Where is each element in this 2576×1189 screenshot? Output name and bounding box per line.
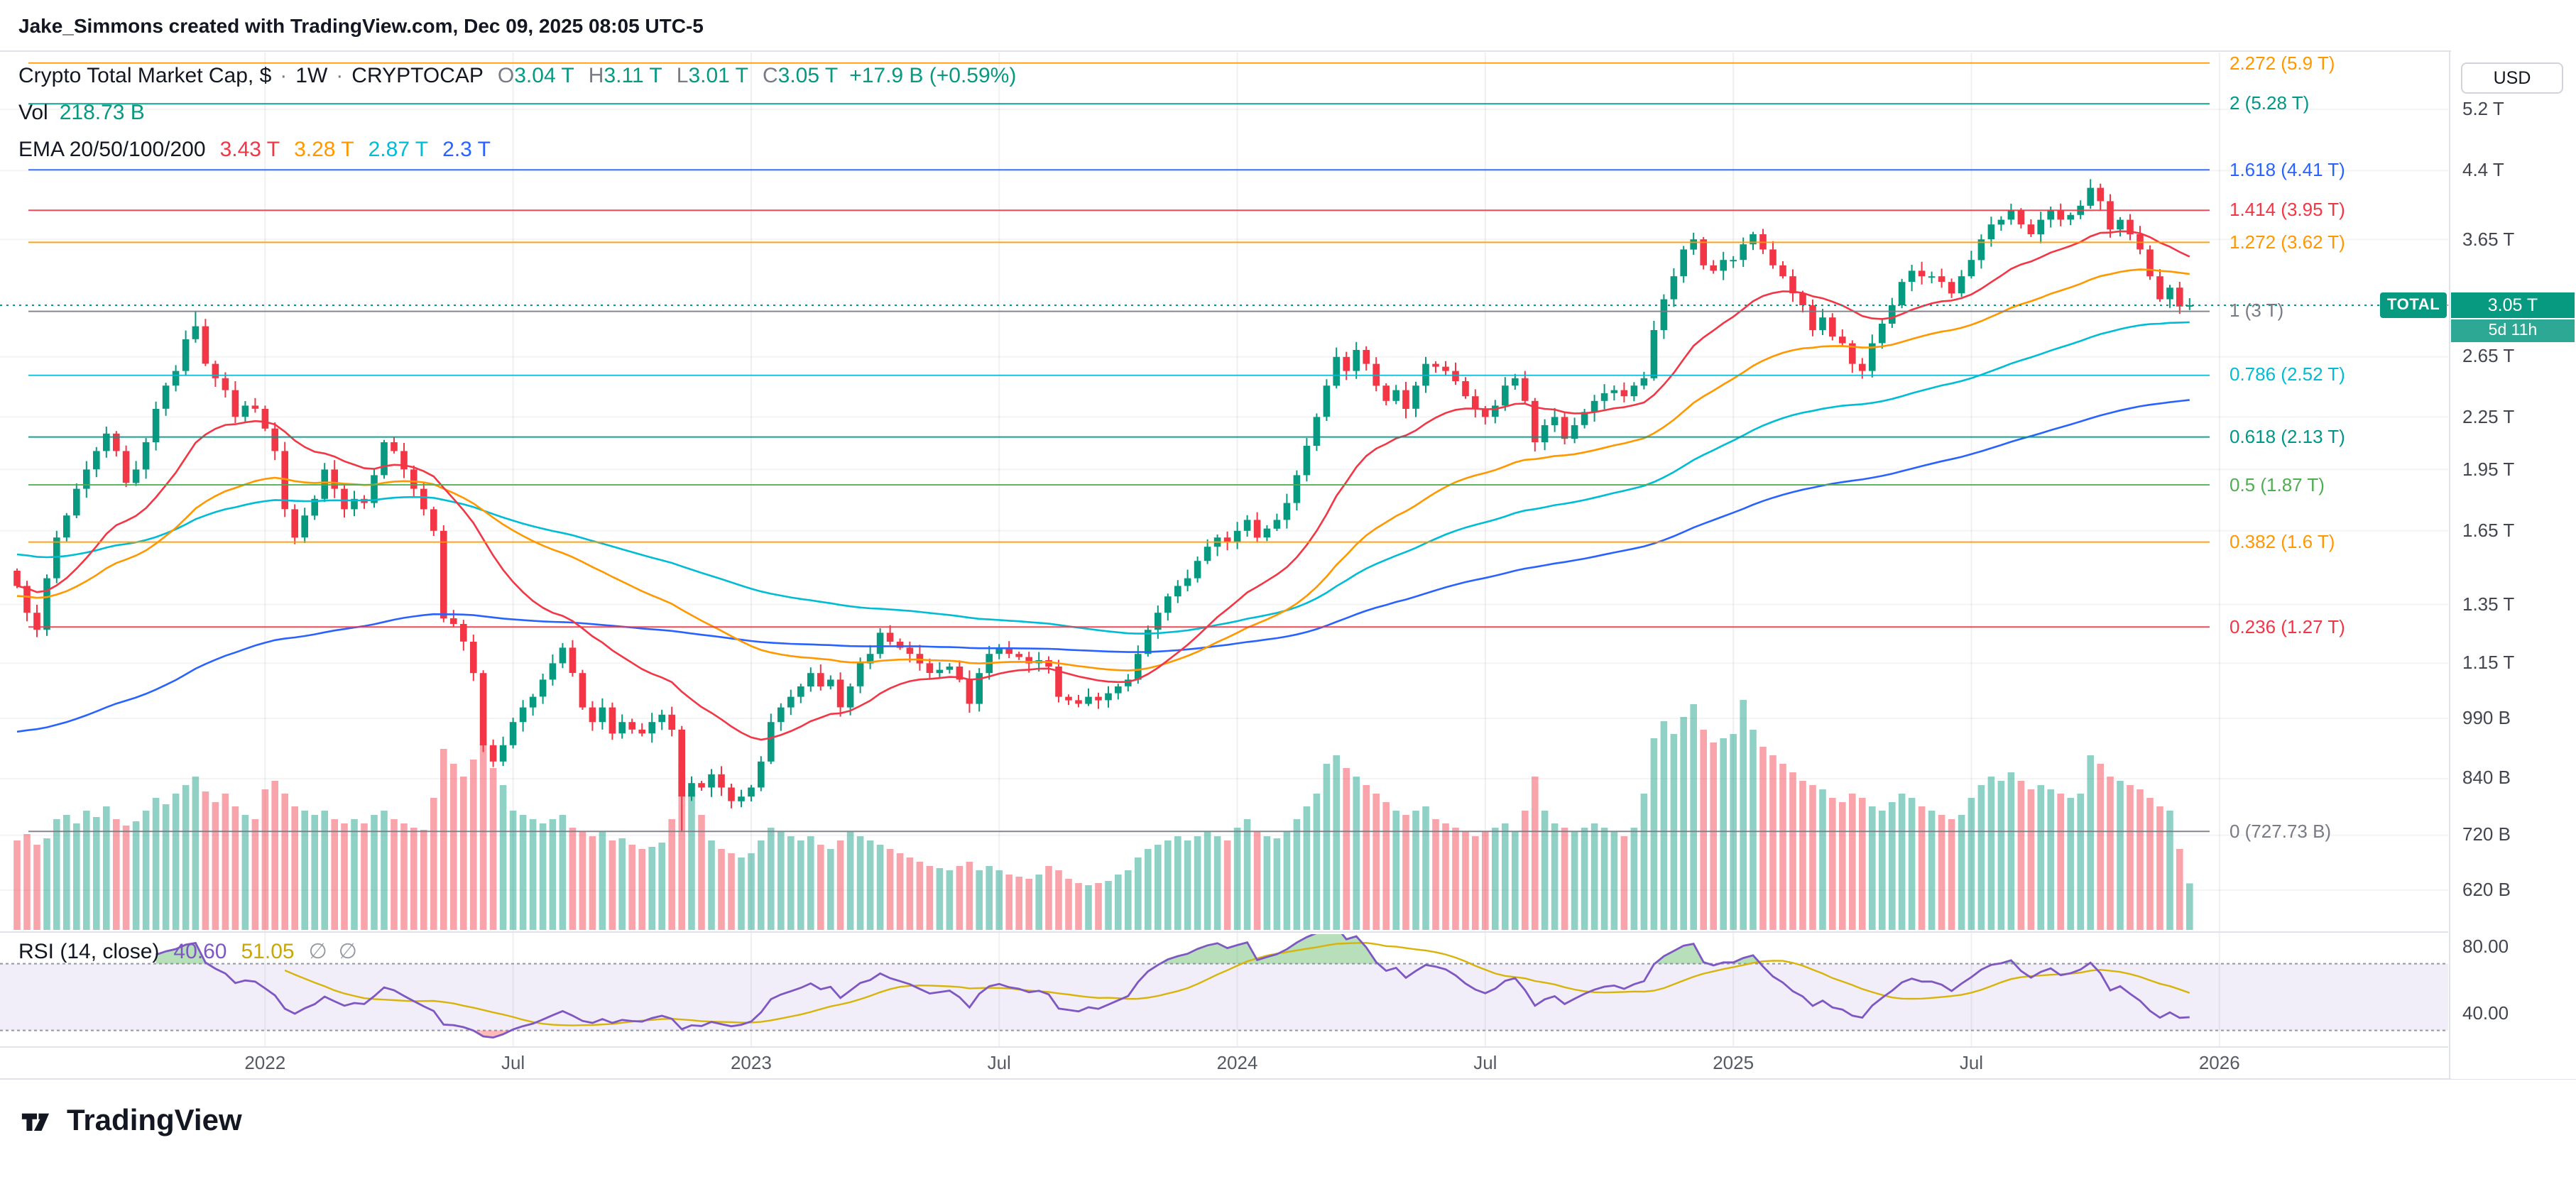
fib-level-label: 0.382 (1.6 T) (2230, 530, 2335, 552)
fib-level-label: 2 (5.28 T) (2230, 92, 2310, 114)
price-axis-label: 4.4 T (2462, 159, 2504, 181)
time-axis-label: Jul (1473, 1052, 1497, 1073)
separator: · (336, 63, 344, 87)
rsi-oversold-fill (155, 1030, 2190, 1038)
time-axis-label: 2022 (244, 1052, 286, 1073)
rsi-legend[interactable]: RSI (14, close) 40.60 51.05 ∅ ∅ (18, 938, 357, 964)
ema-20-line (16, 230, 2190, 741)
time-axis-label: 2024 (1216, 1052, 1258, 1073)
time-axis-label: 2025 (1713, 1052, 1754, 1073)
price-axis-label: 1.35 T (2462, 593, 2515, 615)
ema100-value: 2.87 T (368, 137, 429, 161)
exchange-label: CRYPTOCAP (351, 63, 484, 87)
price-axis-label: 1.95 T (2462, 458, 2515, 480)
price-axis-label: 1.15 T (2462, 652, 2515, 674)
rsi-ma-line (284, 941, 2190, 1026)
price-axis-label: 990 B (2462, 706, 2511, 728)
grid (0, 53, 2448, 1046)
close-label: C (762, 63, 778, 87)
price-axis-label: 2.25 T (2462, 405, 2515, 427)
rsi-value: 40.60 (173, 939, 227, 963)
fib-level-label: 0 (727.73 B) (2230, 820, 2332, 842)
ema-100-line (16, 321, 2190, 635)
time-axis-label: 2026 (2198, 1052, 2240, 1073)
price-axis-label: 3.65 T (2462, 228, 2515, 250)
interval-label: 1W (295, 63, 328, 87)
symbol-title: Crypto Total Market Cap, $ (18, 63, 272, 87)
separator: · (280, 63, 288, 87)
ema20-value: 3.43 T (219, 137, 280, 161)
price-axis-label: 620 B (2462, 878, 2511, 900)
fib-level-label: 2.272 (5.9 T) (2230, 53, 2335, 74)
attribution-text: Jake_Simmons created with TradingView.co… (18, 13, 704, 36)
time-axis-label: 2023 (730, 1052, 772, 1073)
time-axis-label: Jul (1959, 1052, 1984, 1073)
volume-series (13, 700, 2193, 930)
fib-level-label: 0.5 (1.87 T) (2230, 473, 2325, 495)
candlestick-series (13, 179, 2193, 832)
price-axis-label: 840 B (2462, 767, 2511, 789)
fib-level-label: 0.236 (1.27 T) (2230, 615, 2345, 637)
ema-label: EMA 20/50/100/200 (18, 137, 206, 161)
tradingview-icon (21, 1113, 50, 1131)
high-value: 3.11 T (604, 63, 662, 87)
ema200-value: 2.3 T (442, 137, 491, 161)
rsi-axis-label: 80.00 (2462, 936, 2509, 957)
price-axis-label: 1.65 T (2462, 519, 2515, 541)
open-label: O (497, 63, 515, 87)
fib-level-label: 1.618 (4.41 T) (2230, 158, 2345, 180)
time-axis-label: Jul (501, 1052, 525, 1073)
fib-level-label: 0.786 (2.52 T) (2230, 363, 2345, 385)
fib-lines (28, 62, 2210, 833)
rsi-overbought-fill (155, 934, 2190, 964)
rsi-label: RSI (14, close) (18, 939, 160, 963)
fib-level-label: 1.414 (3.95 T) (2230, 199, 2345, 221)
change-value: +17.9 B (+0.59%) (849, 63, 1017, 87)
price-axis[interactable]: USD 3.05 T 5d 11h 5.2 T 4.4 T 3.65 T 2.65 T… (2451, 0, 2576, 1079)
rsi-upper-band-empty: ∅ (308, 940, 327, 964)
ema-50-line (16, 268, 2190, 672)
ema50-value: 3.28 T (294, 137, 354, 161)
fib-level-label: 0.618 (2.13 T) (2230, 425, 2345, 447)
symbol-price-tag[interactable]: TOTAL (2380, 292, 2447, 318)
symbol-legend[interactable]: Crypto Total Market Cap, $ · 1W · CRYPTO… (18, 60, 1016, 170)
close-value: 3.05 T (777, 63, 839, 87)
currency-toggle-button[interactable]: USD (2461, 62, 2563, 94)
attribution-bar: Jake_Simmons created with TradingView.co… (0, 0, 2576, 50)
volume-value: 218.73 B (59, 100, 145, 124)
rsi-lower-band-empty: ∅ (338, 940, 357, 964)
price-axis-label: 2.65 T (2462, 345, 2515, 367)
price-axis-label: 720 B (2462, 823, 2511, 845)
rsi-ma-value: 51.05 (241, 939, 295, 963)
fib-labels: 2.272 (5.9 T) 2 (5.28 T) 1.618 (4.41 T) 1.4… (2230, 0, 2451, 1079)
ema-row[interactable]: EMA 20/50/100/200 3.43 T 3.28 T 2.87 T 2… (18, 133, 1016, 165)
rsi-axis-label: 40.00 (2462, 1002, 2509, 1024)
low-value: 3.01 T (688, 63, 748, 87)
symbol-row[interactable]: Crypto Total Market Cap, $ · 1W · CRYPTO… (18, 60, 1016, 91)
rsi-line (155, 934, 2190, 1039)
bar-countdown-badge: 5d 11h (2451, 319, 2575, 342)
tradingview-logo[interactable]: TradingView (18, 1103, 242, 1140)
tradingview-brand-text: TradingView (67, 1105, 242, 1137)
fib-level-label: 1 (3 T) (2230, 300, 2284, 322)
high-label: H (588, 63, 604, 87)
volume-row[interactable]: Vol 218.73 B (18, 97, 1016, 128)
price-axis-label: 5.2 T (2462, 98, 2504, 120)
low-label: L (676, 63, 689, 87)
open-value: 3.04 T (514, 63, 574, 87)
time-axis[interactable]: 2022 Jul 2023 Jul 2024 Jul 2025 Jul 2026 (0, 1048, 2448, 1079)
time-axis-label: Jul (987, 1052, 1011, 1073)
volume-label: Vol (18, 100, 48, 124)
fib-level-label: 1.272 (3.62 T) (2230, 231, 2345, 253)
last-price-badge[interactable]: 3.05 T (2451, 292, 2575, 318)
rsi-pane (0, 934, 2448, 1039)
